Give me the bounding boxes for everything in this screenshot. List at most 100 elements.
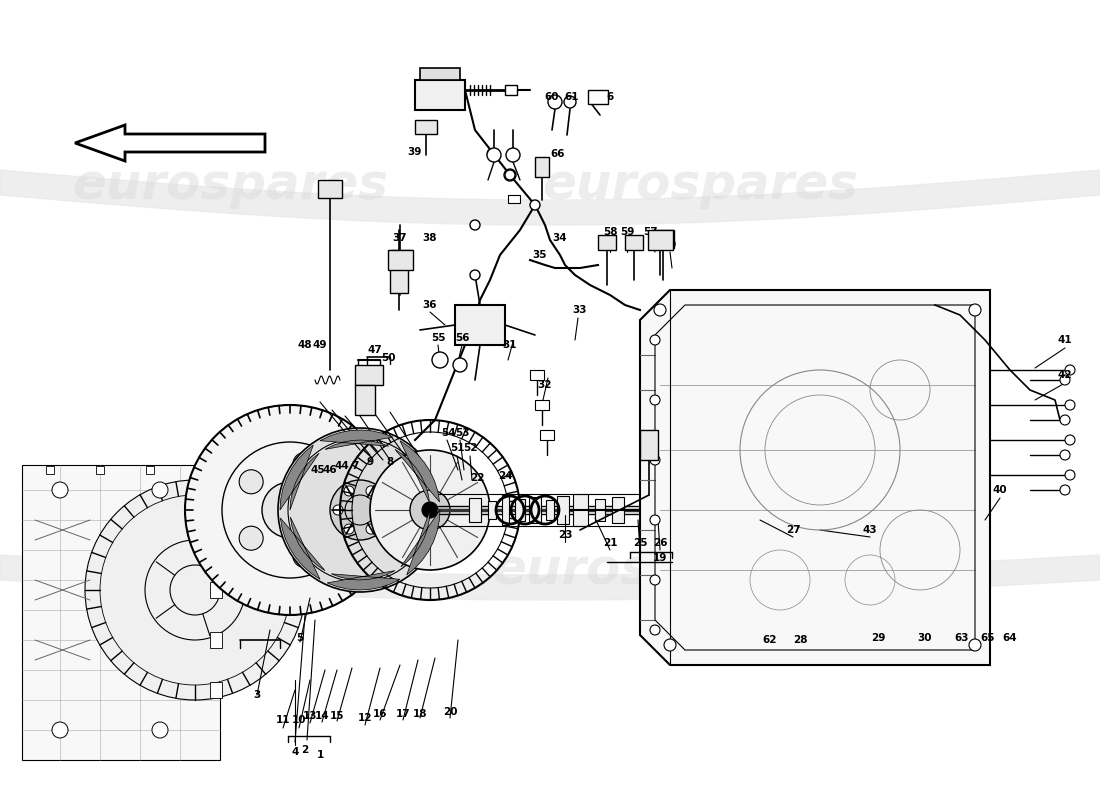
Text: 30: 30 — [917, 633, 933, 643]
Circle shape — [239, 526, 263, 550]
Circle shape — [548, 95, 562, 109]
Text: 45: 45 — [310, 465, 326, 475]
Text: 52: 52 — [463, 443, 477, 453]
Bar — [612, 497, 624, 523]
Text: 58: 58 — [603, 227, 617, 237]
Bar — [625, 235, 644, 250]
Bar — [146, 466, 154, 474]
Circle shape — [85, 480, 305, 700]
Bar — [535, 157, 549, 177]
Circle shape — [1060, 485, 1070, 495]
Bar — [210, 482, 222, 498]
Circle shape — [1065, 365, 1075, 375]
Circle shape — [506, 148, 520, 162]
Text: 29: 29 — [871, 633, 886, 643]
Circle shape — [333, 505, 343, 515]
Bar — [540, 430, 554, 440]
Text: 32: 32 — [538, 380, 552, 390]
Circle shape — [664, 639, 676, 651]
Bar — [210, 682, 222, 698]
Circle shape — [530, 200, 540, 210]
Polygon shape — [395, 441, 440, 503]
Text: 18: 18 — [412, 709, 427, 719]
Text: 7: 7 — [351, 461, 359, 471]
Polygon shape — [320, 430, 393, 450]
Circle shape — [650, 455, 660, 465]
Text: eurospares: eurospares — [492, 546, 808, 594]
Bar — [318, 180, 342, 198]
Bar — [505, 85, 517, 95]
Polygon shape — [327, 570, 400, 590]
Bar — [96, 466, 104, 474]
Text: 5: 5 — [296, 633, 304, 643]
Text: 4: 4 — [292, 747, 299, 757]
Text: 13: 13 — [302, 711, 317, 721]
Text: 55: 55 — [431, 333, 446, 343]
Bar — [546, 500, 554, 520]
Bar — [455, 305, 505, 345]
Bar — [508, 195, 520, 203]
Text: 16: 16 — [373, 709, 387, 719]
Text: 21: 21 — [603, 538, 617, 548]
Circle shape — [969, 304, 981, 316]
Circle shape — [654, 304, 666, 316]
Bar — [415, 80, 465, 110]
Text: 22: 22 — [470, 473, 484, 483]
Circle shape — [152, 482, 168, 498]
Circle shape — [366, 486, 376, 496]
Text: 66: 66 — [551, 149, 565, 159]
Bar — [652, 230, 674, 248]
Bar — [557, 496, 569, 524]
Text: 43: 43 — [862, 525, 878, 535]
Text: 69: 69 — [663, 240, 678, 250]
Bar — [210, 532, 222, 548]
Circle shape — [366, 524, 376, 534]
Circle shape — [410, 490, 450, 530]
Text: 17: 17 — [396, 709, 410, 719]
Text: 47: 47 — [367, 345, 383, 355]
Bar — [515, 499, 525, 521]
Circle shape — [650, 395, 660, 405]
Text: 15: 15 — [330, 711, 344, 721]
Polygon shape — [280, 517, 324, 579]
Circle shape — [1060, 375, 1070, 385]
Text: 42: 42 — [1058, 370, 1072, 380]
Circle shape — [52, 722, 68, 738]
Text: 64: 64 — [1003, 633, 1018, 643]
Text: 24: 24 — [497, 471, 513, 481]
Bar — [588, 90, 608, 104]
Circle shape — [505, 170, 515, 180]
Circle shape — [1065, 400, 1075, 410]
Bar — [640, 430, 658, 460]
Bar — [196, 466, 204, 474]
Bar — [210, 632, 222, 648]
Text: 19: 19 — [652, 553, 668, 563]
Circle shape — [280, 500, 300, 520]
Circle shape — [326, 498, 350, 522]
Bar — [529, 497, 541, 523]
Text: 34: 34 — [552, 233, 568, 243]
Circle shape — [1065, 470, 1075, 480]
Text: 20: 20 — [442, 707, 458, 717]
Circle shape — [344, 524, 354, 534]
Text: eurospares: eurospares — [72, 161, 388, 209]
Text: 10: 10 — [292, 715, 306, 725]
Circle shape — [470, 270, 480, 280]
Polygon shape — [22, 465, 220, 760]
Text: 41: 41 — [1058, 335, 1072, 345]
Text: 36: 36 — [422, 300, 438, 310]
Circle shape — [52, 482, 68, 498]
Text: 14: 14 — [315, 711, 329, 721]
Bar — [572, 494, 587, 526]
Text: 9: 9 — [366, 457, 374, 467]
Bar — [388, 250, 412, 270]
Bar — [598, 235, 616, 250]
Text: 1: 1 — [317, 750, 323, 760]
Bar — [469, 498, 481, 522]
Text: 51: 51 — [450, 443, 464, 453]
Text: 35: 35 — [532, 250, 548, 260]
Circle shape — [1060, 450, 1070, 460]
Text: 61: 61 — [564, 92, 580, 102]
Text: 53: 53 — [454, 428, 470, 438]
Text: 49: 49 — [312, 340, 328, 350]
